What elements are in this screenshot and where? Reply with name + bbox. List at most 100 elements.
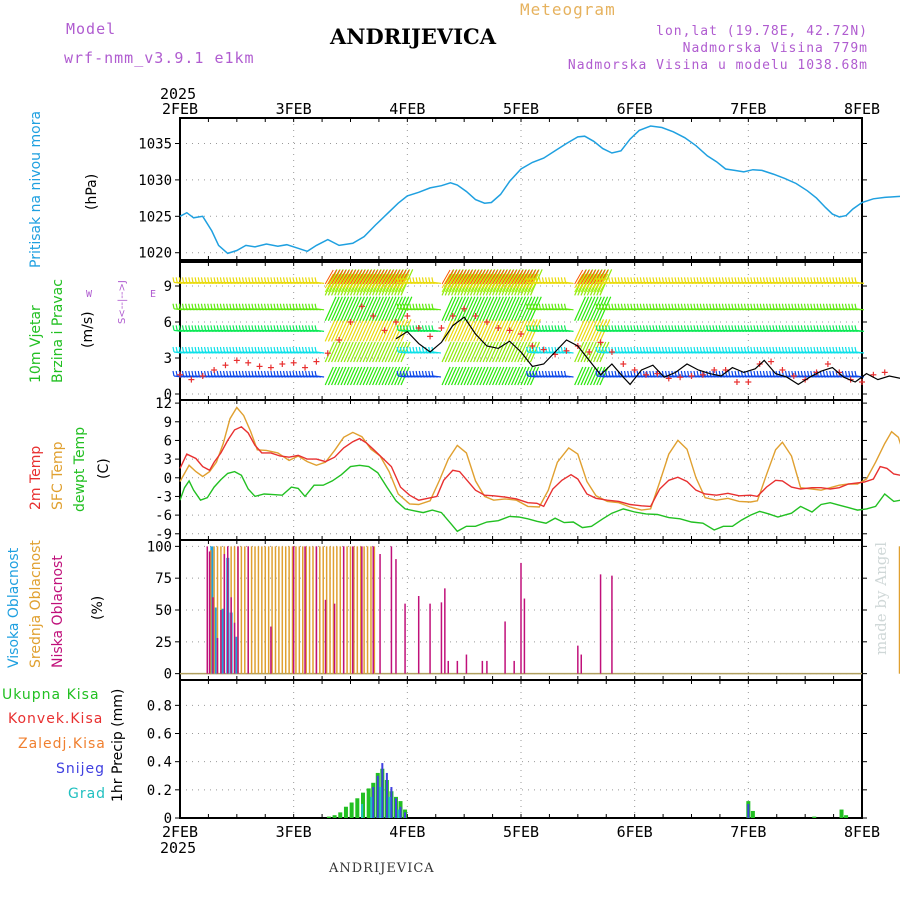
wind-barb-flag [279, 346, 282, 353]
precip-bar [844, 815, 849, 818]
wind-barb-flag [623, 325, 627, 331]
wind-barb [580, 319, 592, 342]
panel-frame [179, 399, 863, 541]
wind-barb-flag [803, 346, 807, 353]
wind-barb-flag [203, 277, 207, 283]
wind-barb-flag [778, 325, 781, 331]
wind-barb-flag [260, 370, 263, 377]
wind-barb-flag [298, 370, 301, 377]
wind-barb [441, 277, 451, 293]
wind-barb-flag [595, 277, 598, 283]
wind-barb-flag [658, 277, 661, 283]
wind-barb [488, 341, 499, 363]
wind-barb-flag [800, 325, 803, 331]
wind-barb-flag [769, 346, 772, 353]
wind-barb [365, 269, 375, 285]
wind-barb [577, 273, 587, 289]
wind-barb-flag [642, 325, 646, 331]
wind-barb [356, 341, 367, 363]
wind-barb-flag [203, 346, 207, 353]
wind-barb-flag [241, 370, 245, 377]
wind-barb-flag [232, 303, 235, 309]
wind-barb-flag [819, 346, 822, 353]
wind-barb-flag [241, 303, 245, 309]
wind-barb-flag [718, 325, 721, 331]
wind-barb-flag [541, 325, 545, 331]
wind-barb-flag [282, 303, 286, 309]
wind-barb-flag [617, 303, 620, 309]
wind-barb [498, 277, 508, 293]
wind-barb-flag [181, 325, 185, 331]
precip-bar [397, 809, 400, 818]
wind-barb [444, 341, 455, 363]
wind-barb [580, 269, 590, 285]
wind-barb-flag [766, 346, 769, 353]
wind-barb-flag [399, 346, 402, 353]
wind-barb-flag [200, 346, 204, 353]
wind-barb-flag [557, 370, 560, 377]
wind-barb-flag [724, 303, 728, 309]
wind-barb-flag [649, 325, 652, 331]
wind-barb-flag [756, 277, 759, 283]
wind-barb [510, 341, 522, 363]
wind-barb-flag [658, 303, 661, 309]
wind-barb-flag [728, 370, 731, 377]
wind-barb-flag [308, 325, 311, 331]
wind-barb-flag [829, 303, 832, 309]
wind-barb [580, 296, 593, 322]
wind-barb-flag [197, 277, 200, 283]
wind-barb-flag [554, 325, 557, 331]
wind-barb-flag [282, 277, 286, 283]
wind-barb [501, 341, 512, 363]
wind-barb-flag [181, 370, 185, 377]
wind-barb-flag [737, 370, 740, 377]
wind-barb [447, 269, 457, 285]
wind-barb [482, 366, 492, 386]
wind-barb-flag [216, 277, 219, 283]
wind-barb [469, 319, 481, 342]
wind-barb-flag [702, 303, 706, 309]
wind-barb-flag [181, 277, 185, 283]
wind-barb-flag [311, 370, 314, 377]
sfc-temp-line [179, 406, 900, 511]
wind-barb-flag [674, 325, 677, 331]
wind-barb-flag [614, 346, 617, 353]
wind-barb-flag [630, 370, 633, 377]
wind-barb-flag [251, 303, 254, 309]
wind-barb-flag [620, 277, 623, 283]
wind-barb-flag [226, 346, 229, 353]
wind-barb-flag [595, 325, 598, 331]
wind-barb [365, 319, 377, 342]
wind-speed-line [395, 316, 900, 386]
wind-barb-flag [232, 370, 235, 377]
wind-barb [507, 273, 517, 289]
wind-barb [346, 277, 356, 293]
wind-barb [387, 341, 398, 363]
wind-barb-flag [279, 325, 282, 331]
wind-barb-flag [194, 346, 197, 353]
x-tick-label-top: 2FEB [162, 100, 198, 118]
wind-barb [457, 269, 467, 285]
wind-barb-flag [402, 277, 406, 283]
wind-barb [447, 366, 458, 386]
wind-barb-flag [699, 346, 702, 353]
wind-barb-flag [245, 277, 248, 283]
wind-barb-flag [286, 346, 289, 353]
wind-barb-flag [822, 346, 826, 353]
wind-barb [482, 269, 492, 285]
wind-barb-flag [254, 346, 257, 353]
wind-barb-flag [276, 346, 279, 353]
wind-barb-flag [207, 277, 210, 283]
wind-barb [463, 319, 475, 342]
wind-barb-flag [412, 303, 415, 309]
wind-barb-flag [295, 277, 298, 283]
wind-barb [375, 269, 385, 285]
wind-barb [586, 319, 598, 342]
wind-barb-flag [276, 370, 279, 377]
wind-barb [498, 296, 511, 322]
wind-barb-flag [526, 277, 529, 283]
wind-barb-flag [301, 277, 305, 283]
wind-barb-flag [431, 325, 434, 331]
wind-barb-flag [412, 346, 415, 353]
wind-barb-flag [282, 370, 286, 377]
